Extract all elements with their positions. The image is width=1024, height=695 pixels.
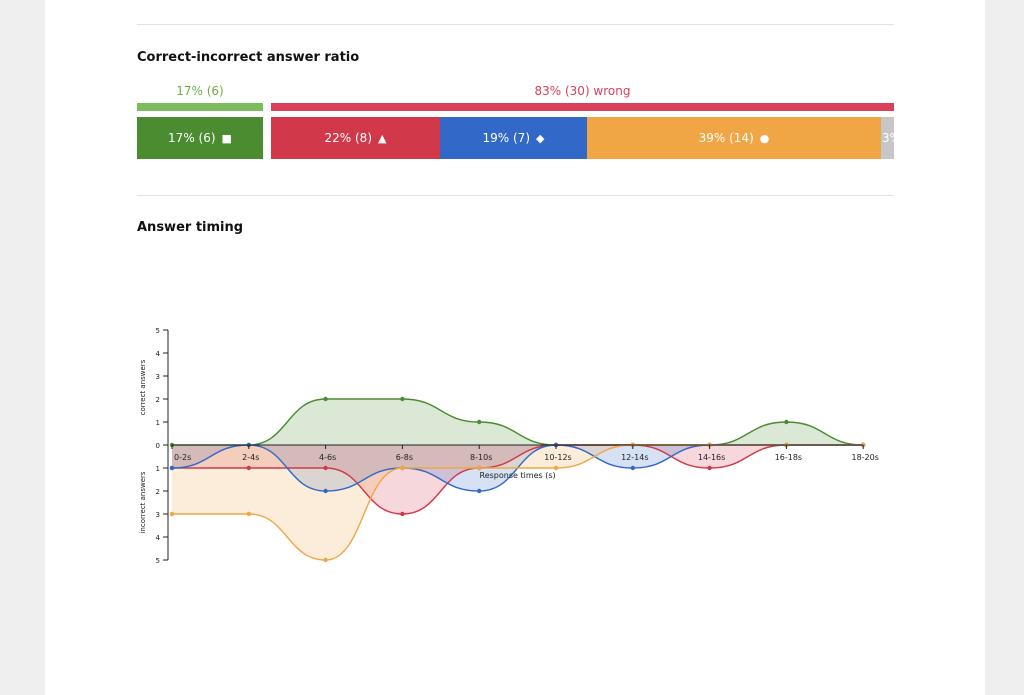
series-0-point-2 xyxy=(323,396,328,402)
segment-diamond-label: 19% (7) xyxy=(482,131,530,145)
series-2-point-0 xyxy=(169,465,175,471)
series-0-point-3 xyxy=(400,396,405,402)
correct-summary-label: 17% (6) xyxy=(176,84,224,98)
wrong-summary-bar xyxy=(271,103,894,111)
series-3-point-3 xyxy=(400,465,405,471)
segment-other[interactable]: 3% xyxy=(881,117,894,159)
x-tick-label-6: 12-14s xyxy=(621,453,648,462)
timing-section-title: Answer timing xyxy=(137,220,244,235)
y-tick-label-bottom-5: 5 xyxy=(156,557,160,565)
series-2-point-6 xyxy=(630,465,635,471)
segment-triangle[interactable]: 22% (8) ▲ xyxy=(271,117,440,159)
x-tick-label-2: 4-6s xyxy=(319,453,336,462)
y-tick-label-top-0: 0 xyxy=(156,442,160,450)
segment-diamond[interactable]: 19% (7) ◆ xyxy=(440,117,587,159)
series-3-point-4 xyxy=(477,465,482,471)
series-1-point-3 xyxy=(400,511,405,517)
y-axis-title-top: correct answers xyxy=(139,359,147,415)
square-icon: ■ xyxy=(221,131,232,145)
series-3-point-2 xyxy=(323,557,328,563)
triangle-icon: ▲ xyxy=(378,131,387,145)
y-tick-label-top-3: 3 xyxy=(156,373,160,381)
top-divider xyxy=(137,24,894,25)
series-0-line xyxy=(172,398,864,446)
y-tick-label-top-4: 4 xyxy=(156,350,161,358)
ratio-section-title: Correct-incorrect answer ratio xyxy=(137,50,360,65)
x-tick-label-3: 6-8s xyxy=(396,453,413,462)
y-tick-label-top-5: 5 xyxy=(156,327,160,335)
x-tick-label-4: 8-10s xyxy=(470,453,492,462)
series-2-point-2 xyxy=(323,488,328,494)
wrong-summary-label: 83% (30) wrong xyxy=(534,84,631,98)
middle-divider xyxy=(137,195,894,196)
correct-summary-bar xyxy=(137,103,263,111)
series-2-point-4 xyxy=(477,488,482,494)
x-tick-label-0: 0-2s xyxy=(174,453,191,462)
x-tick-label-1: 2-4s xyxy=(242,453,259,462)
segment-circle-label: 39% (14) xyxy=(698,131,754,145)
segment-correct-label: 17% (6) xyxy=(168,131,216,145)
y-tick-label-bottom-2: 2 xyxy=(156,488,160,496)
y-tick-label-bottom-1: 1 xyxy=(156,465,160,473)
diamond-icon: ◆ xyxy=(536,131,545,145)
report-card xyxy=(45,0,985,695)
series-0-area xyxy=(172,399,864,445)
circle-icon: ● xyxy=(759,131,770,145)
series-3-point-5 xyxy=(553,465,559,471)
segment-other-label: 3% xyxy=(882,131,894,145)
series-0-point-8 xyxy=(784,419,789,425)
x-tick-label-7: 14-16s xyxy=(698,453,725,462)
y-tick-label-bottom-3: 3 xyxy=(156,511,160,519)
y-axis-title-bottom: incorrect answers xyxy=(139,471,147,533)
y-tick-label-bottom-4: 4 xyxy=(156,534,161,542)
segment-correct[interactable]: 17% (6) ■ xyxy=(137,117,263,159)
series-3-area xyxy=(172,445,864,560)
y-tick-label-top-1: 1 xyxy=(156,419,160,427)
series-1-point-2 xyxy=(323,465,328,471)
series-1-point-1 xyxy=(246,465,251,471)
series-1-area xyxy=(172,445,864,514)
series-1-point-7 xyxy=(707,465,712,471)
x-tick-label-5: 10-12s xyxy=(544,453,571,462)
x-tick-label-8: 16-18s xyxy=(775,453,802,462)
x-tick-label-9: 18-20s xyxy=(851,453,878,462)
series-3-point-1 xyxy=(246,511,251,517)
segment-triangle-label: 22% (8) xyxy=(324,131,372,145)
segment-circle[interactable]: 39% (14) ● xyxy=(587,117,881,159)
x-axis-title: Response times (s) xyxy=(480,471,556,480)
y-tick-label-top-2: 2 xyxy=(156,396,160,404)
series-1-line xyxy=(172,444,864,515)
series-3-point-0 xyxy=(169,511,175,517)
series-0-point-4 xyxy=(477,419,482,425)
